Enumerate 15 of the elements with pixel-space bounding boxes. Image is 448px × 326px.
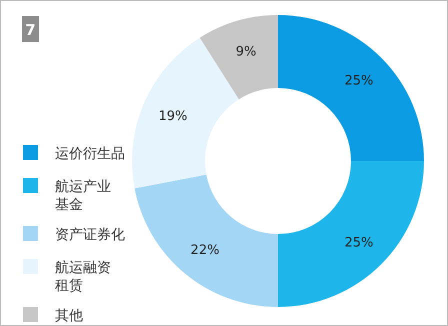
donut-slice xyxy=(134,174,278,307)
legend-label: 航运融资租赁 xyxy=(55,260,111,294)
data-label: 9% xyxy=(236,44,256,60)
data-label: 22% xyxy=(190,242,220,258)
legend-label: 其他 xyxy=(55,308,83,324)
data-label: 25% xyxy=(344,74,374,89)
legend-label: 资产证券化 xyxy=(55,227,125,243)
donut-slice xyxy=(278,161,424,307)
legend-label: 航运产业基金 xyxy=(55,179,111,213)
donut-slice xyxy=(200,15,278,100)
data-label: 19% xyxy=(158,109,188,124)
chart-title: 7 xyxy=(25,21,36,39)
data-label: 25% xyxy=(344,236,374,251)
legend-label: 运价衍生品 xyxy=(55,146,125,162)
donut-slice xyxy=(278,15,424,161)
